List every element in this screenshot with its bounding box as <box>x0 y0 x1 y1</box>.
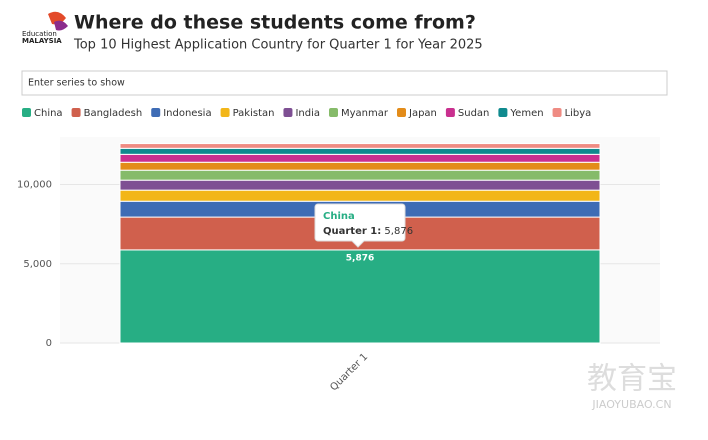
tooltip-title: China <box>323 211 355 222</box>
legend: China Bangladesh Indonesia Pakistan India Mya… <box>22 108 591 119</box>
bar-segment <box>119 179 601 191</box>
y-tick-label: 0 <box>46 338 52 349</box>
logo-text: MALAYSIA <box>22 37 62 45</box>
legend-swatch <box>552 108 562 117</box>
legend-swatch <box>71 108 81 117</box>
legend-label: India <box>295 108 320 119</box>
watermark: 教育宝 <box>587 362 677 397</box>
chart-title: Where do these students come from? <box>74 12 476 34</box>
y-tick-label: 5,000 <box>23 259 52 270</box>
legend-swatch <box>498 108 508 117</box>
y-tick-label: 10,000 <box>17 180 52 191</box>
legend-swatch <box>283 108 293 117</box>
tooltip-label: Quarter 1: <box>323 226 381 237</box>
data-label: 5,876 <box>346 253 374 263</box>
legend-swatch <box>22 108 31 117</box>
legend-swatch <box>151 108 161 117</box>
legend-label: China <box>34 108 63 119</box>
bar-segment <box>119 147 601 155</box>
logo-mark <box>54 20 68 31</box>
legend-swatch <box>220 108 230 117</box>
bar-segment <box>119 143 601 149</box>
legend-label: Yemen <box>509 108 543 119</box>
tooltip: China Quarter 1: 5,876 <box>314 203 413 248</box>
logo: Education MALAYSIA <box>22 11 68 45</box>
search-placeholder: Enter series to show <box>28 78 125 89</box>
chart-subtitle: Top 10 Highest Application Country for Q… <box>73 38 483 53</box>
legend-swatch <box>445 108 455 117</box>
search-box[interactable] <box>21 70 668 96</box>
legend-swatch <box>329 108 338 117</box>
legend-label: Myanmar <box>341 108 389 119</box>
legend-label: Indonesia <box>163 108 211 119</box>
legend-label: Japan <box>408 108 437 119</box>
bar-segment <box>119 161 601 171</box>
watermark-sub: JIAOYUBAO.CN <box>591 398 671 411</box>
bar-segment <box>119 169 601 181</box>
bar-segment <box>119 189 601 202</box>
tooltip-box <box>314 203 406 248</box>
legend-swatch <box>397 108 406 117</box>
legend-label: Sudan <box>458 108 490 119</box>
legend-label: Libya <box>565 108 592 119</box>
tooltip-line: Quarter 1: 5,876 <box>323 226 413 237</box>
legend-label: Bangladesh <box>84 108 143 119</box>
tooltip-value: 5,876 <box>384 226 413 237</box>
logo-text: Education <box>22 30 57 38</box>
bar-segment <box>119 249 601 344</box>
legend-label: Pakistan <box>233 108 275 119</box>
bar-segment <box>119 153 601 163</box>
